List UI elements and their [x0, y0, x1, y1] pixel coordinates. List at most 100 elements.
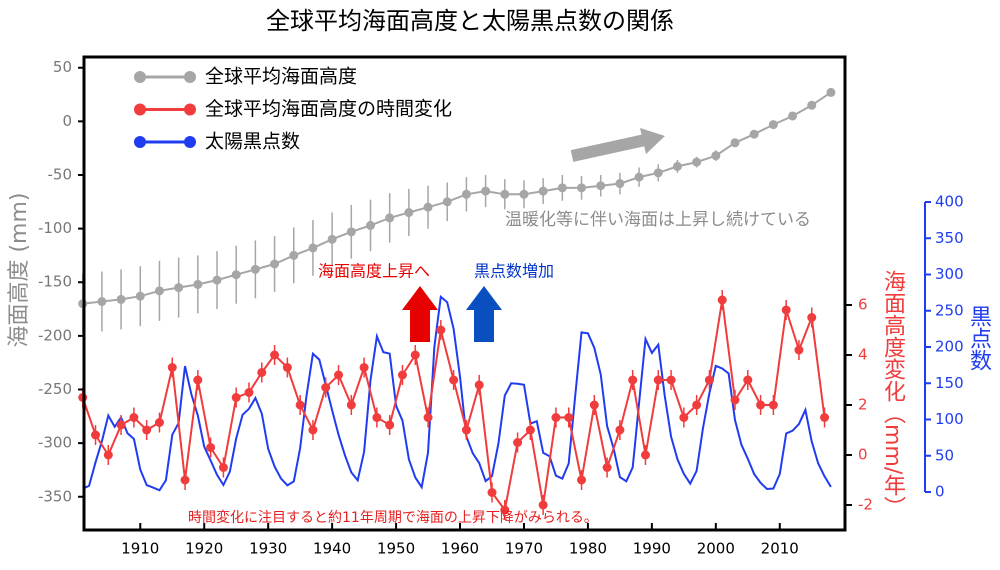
data-point — [768, 120, 778, 130]
annotation: 温暖化等に伴い海面は上昇し続けている — [505, 210, 811, 230]
data-point — [794, 345, 804, 355]
data-point — [692, 157, 702, 167]
data-point — [679, 413, 689, 422]
data-point — [519, 189, 529, 199]
data-point — [397, 370, 407, 380]
trend-arrow — [570, 128, 665, 162]
data-point — [820, 413, 830, 422]
data-point — [730, 138, 740, 148]
annotation: 黒点数増加 — [474, 262, 554, 281]
data-point — [807, 313, 817, 322]
data-point — [385, 420, 395, 430]
data-point — [116, 420, 126, 430]
legend-marker — [134, 71, 146, 83]
data-point — [116, 294, 126, 304]
data-point — [461, 189, 471, 199]
data-point — [513, 438, 523, 447]
arrow-head — [640, 128, 665, 154]
data-point — [244, 388, 254, 397]
data-point — [250, 264, 260, 274]
data-point — [346, 227, 356, 237]
data-point — [768, 400, 778, 410]
y-axis-label: 海面高度 (mm) — [7, 192, 32, 347]
y3-tick-label: 350 — [935, 229, 964, 247]
y3-tick-label: 250 — [935, 301, 964, 319]
data-point — [711, 151, 721, 161]
x-tick-label: 1940 — [313, 540, 351, 558]
data-point — [257, 368, 267, 377]
data-point — [481, 186, 491, 196]
data-point — [154, 418, 164, 427]
y-tick-label: -250 — [38, 380, 72, 398]
data-point — [564, 413, 574, 422]
y3-axis-label: 黒点数 — [966, 305, 992, 371]
data-point — [730, 395, 740, 405]
data-point — [218, 463, 228, 472]
y-tick-label: -300 — [38, 434, 72, 452]
data-point — [788, 111, 798, 121]
x-tick-label: 1990 — [633, 540, 671, 558]
legend-label: 全球平均海面高度の時間変化 — [205, 98, 452, 120]
data-point — [193, 279, 203, 289]
data-point — [634, 172, 644, 182]
data-point — [212, 275, 222, 285]
data-point — [596, 181, 606, 191]
y3-tick-label: 50 — [935, 446, 954, 464]
data-point — [97, 297, 107, 307]
data-point — [602, 463, 612, 472]
data-point — [180, 475, 190, 485]
data-point — [129, 413, 139, 422]
data-point — [525, 425, 535, 435]
y-tick-label: -150 — [38, 273, 72, 291]
arrow-shaft — [570, 134, 647, 162]
data-point — [442, 197, 452, 207]
y-tick-label: 0 — [62, 112, 72, 130]
x-tick-label: 1980 — [569, 540, 607, 558]
data-point — [282, 363, 292, 372]
annotation: 海面高度上昇へ — [318, 262, 430, 281]
data-point — [346, 400, 356, 410]
data-point — [193, 375, 203, 385]
y3-tick-label: 400 — [935, 193, 964, 211]
data-point — [640, 450, 650, 460]
y-tick-label: -200 — [38, 326, 72, 344]
data-point — [653, 168, 663, 178]
data-point — [231, 393, 241, 402]
y3-tick-label: 100 — [935, 410, 964, 428]
red-up-arrow — [402, 286, 438, 342]
data-point — [135, 291, 145, 301]
data-point — [756, 400, 766, 410]
data-point — [334, 370, 344, 380]
data-point — [91, 430, 101, 440]
data-point — [289, 250, 299, 260]
y2-tick-label: 0 — [858, 446, 868, 464]
data-point — [231, 270, 241, 280]
data-point — [538, 500, 548, 510]
y3-tick-label: 150 — [935, 374, 964, 392]
data-point — [615, 179, 625, 189]
data-point — [704, 375, 714, 385]
data-point — [474, 380, 484, 390]
x-tick-label: 1910 — [121, 540, 159, 558]
data-point — [461, 425, 471, 435]
data-point — [142, 425, 152, 435]
data-point — [321, 383, 331, 392]
data-point — [385, 213, 395, 223]
x-tick-label: 1960 — [441, 540, 479, 558]
data-point — [436, 325, 446, 335]
legend-label: 全球平均海面高度 — [205, 66, 357, 88]
data-point — [423, 413, 433, 422]
data-point — [672, 161, 682, 171]
data-point — [423, 202, 433, 212]
legend-marker — [184, 71, 196, 83]
data-point — [577, 183, 587, 193]
data-point — [449, 375, 459, 385]
data-point — [500, 189, 510, 199]
y-tick-label: -100 — [38, 219, 72, 237]
data-point — [174, 283, 184, 293]
x-tick-label: 1970 — [505, 540, 543, 558]
data-point — [327, 234, 337, 244]
y-tick-label: -50 — [48, 165, 73, 183]
data-point — [589, 400, 599, 410]
